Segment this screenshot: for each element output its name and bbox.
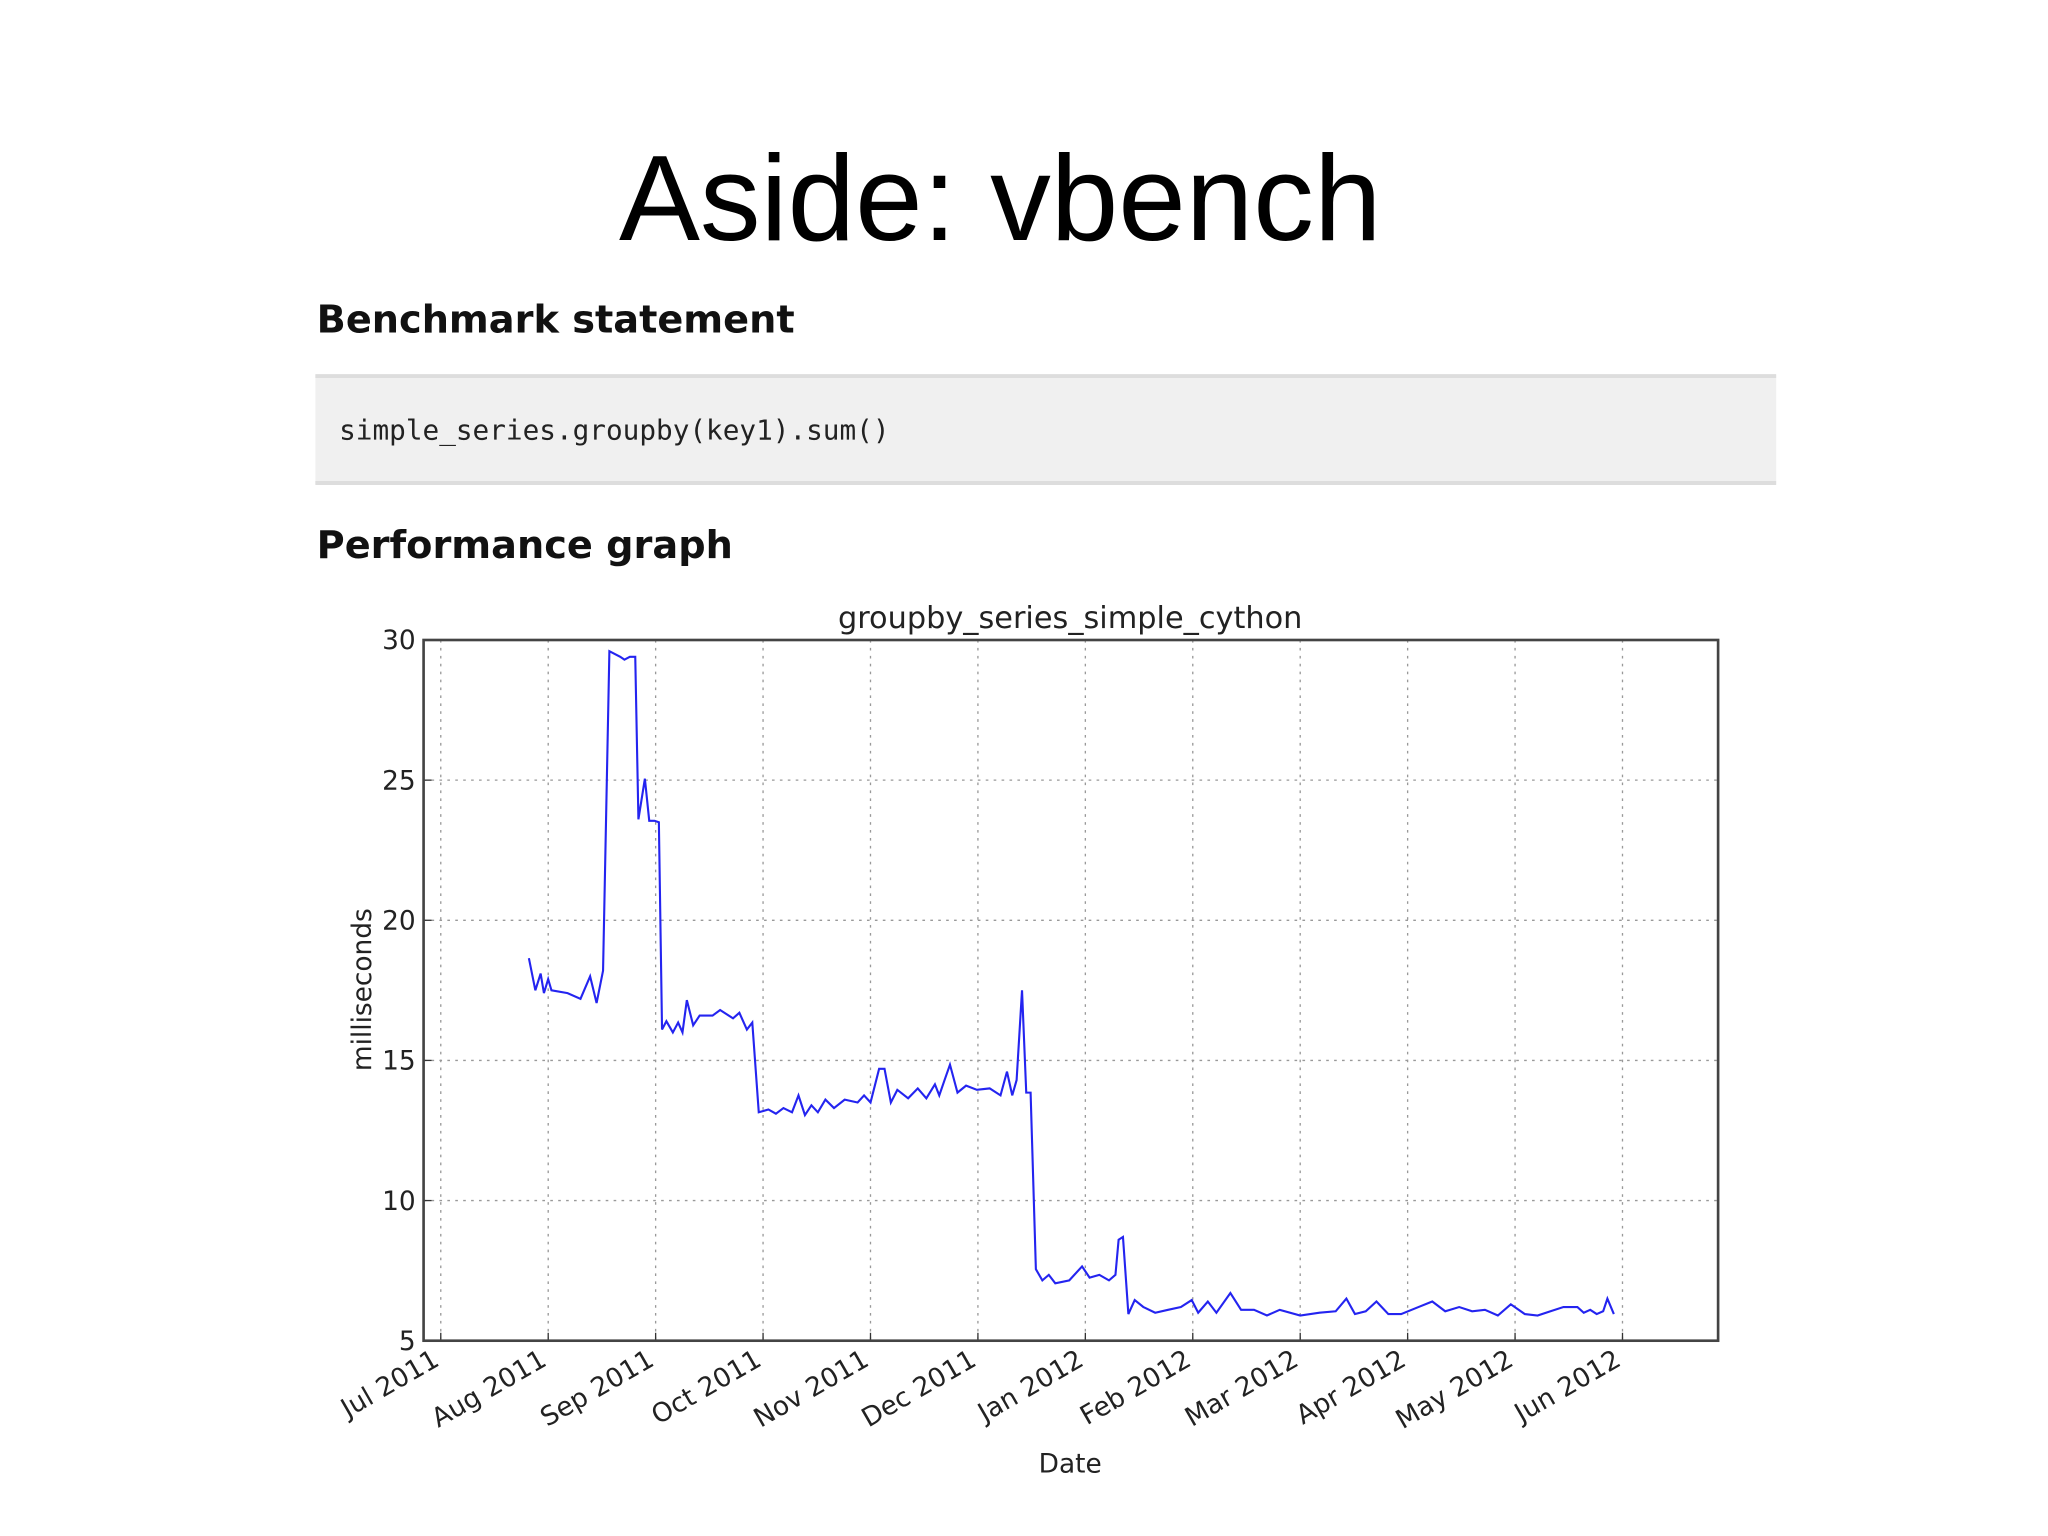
slide-title: Aside: vbench <box>619 130 1382 266</box>
code-box <box>315 374 1777 485</box>
x-tick-label: Oct 2011 <box>647 1345 767 1432</box>
x-tick-label: Apr 2012 <box>1291 1345 1411 1432</box>
y-tick-label: 10 <box>382 1187 416 1217</box>
data-line <box>527 649 1615 1317</box>
y-tick-label: 25 <box>382 766 416 796</box>
x-tick-label: Nov 2011 <box>749 1345 874 1434</box>
x-tick-label: May 2012 <box>1391 1345 1519 1436</box>
x-tick-label: Jul 2011 <box>335 1345 445 1426</box>
plot-frame <box>422 638 1720 1343</box>
x-tick-label: Sep 2011 <box>536 1345 659 1434</box>
code: simple_series.groupby(key1).sum() <box>339 413 889 447</box>
y-tick-label: 20 <box>382 907 416 937</box>
x-tick-label: Mar 2012 <box>1180 1345 1303 1434</box>
y-tick-label: 15 <box>382 1047 416 1077</box>
y-axis-label: milliseconds <box>348 908 378 1071</box>
section-heading: Benchmark statement <box>317 298 795 343</box>
chart-title: groupby_series_simple_cython <box>838 601 1302 636</box>
x-tick-label: Feb 2012 <box>1075 1345 1196 1432</box>
x-tick-label: Dec 2011 <box>857 1345 982 1434</box>
x-tick-label: Jun 2012 <box>1508 1345 1626 1430</box>
y-tick-label: 30 <box>382 626 416 656</box>
x-tick-label: Jan 2012 <box>972 1345 1089 1430</box>
x-tick-label: Aug 2011 <box>427 1345 552 1434</box>
x-axis-label: Date <box>1039 1450 1102 1480</box>
section-heading: Performance graph <box>317 523 733 568</box>
y-tick-label: 5 <box>399 1327 416 1357</box>
